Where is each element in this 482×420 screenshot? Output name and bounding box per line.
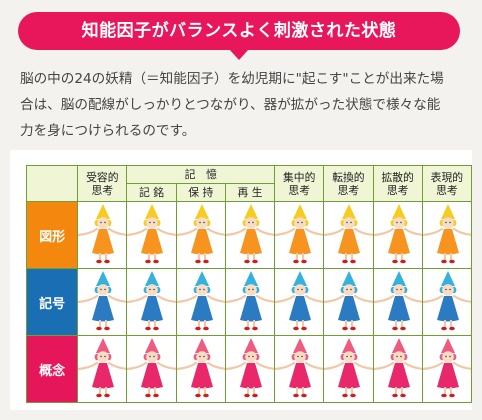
fairy-cell	[77, 268, 128, 336]
column-header-group: 記 憶	[126, 165, 276, 184]
fairy-figure	[324, 271, 373, 331]
fairy-figure	[127, 338, 176, 398]
row-header: 図形	[25, 201, 79, 269]
table-corner	[25, 165, 79, 202]
fairy-cell	[224, 201, 276, 269]
fairy-cell	[77, 201, 128, 269]
fairy-cell	[126, 268, 177, 336]
fairy-figure	[423, 271, 471, 331]
fairy-figure	[423, 204, 471, 264]
fairy-figure	[374, 204, 422, 264]
fairy-cell	[274, 335, 325, 403]
description-line: 脳の中の24の妖精（＝知能因子）を幼児期に"起こす"ことが出来た場	[20, 71, 444, 87]
fairy-cell	[175, 268, 226, 336]
table-row: 記号	[25, 268, 473, 336]
fairy-figure	[226, 338, 274, 398]
table-row: 概念	[25, 335, 473, 403]
title-banner: 知能因子がバランスよく刺激された状態	[18, 12, 460, 60]
column-header: 受容的 思考	[77, 165, 128, 202]
row-header: 概念	[25, 335, 79, 403]
column-header: 表現的 思考	[421, 165, 473, 202]
fairy-table-panel: 受容的 思考記 憶集中的 思考 転換的 思考 拡散的 思考 表現的 思考 記 銘保 持再 生 図…	[10, 150, 473, 410]
fairy-cell	[421, 335, 473, 403]
fairy-figure	[127, 204, 176, 264]
fairy-figure	[177, 204, 225, 264]
column-subheader: 保 持	[175, 183, 226, 202]
column-subheader: 記 銘	[126, 183, 177, 202]
column-header: 拡散的 思考	[372, 165, 423, 202]
fairy-figure	[374, 271, 422, 331]
fairy-figure	[324, 204, 373, 264]
fairy-cell	[274, 201, 325, 269]
description-line: 力を身につけられるのです。	[20, 123, 196, 139]
fairy-cell	[126, 201, 177, 269]
column-header: 集中的 思考	[274, 165, 325, 202]
fairy-figure	[78, 271, 126, 331]
fairy-figure	[324, 338, 373, 398]
fairy-cell	[126, 335, 177, 403]
row-header: 記号	[25, 268, 79, 336]
fairy-figure	[177, 271, 225, 331]
intelligence-factor-table: 受容的 思考記 憶集中的 思考 転換的 思考 拡散的 思考 表現的 思考 記 銘保 持再 生 図…	[25, 165, 473, 403]
banner-pointer	[229, 49, 249, 60]
fairy-cell	[224, 335, 276, 403]
fairy-cell	[323, 335, 374, 403]
fairy-cell	[274, 268, 325, 336]
fairy-cell	[323, 268, 374, 336]
fairy-cell	[372, 335, 423, 403]
fairy-cell	[175, 335, 226, 403]
fairy-cell	[372, 268, 423, 336]
fairy-figure	[226, 271, 274, 331]
fairy-cell	[323, 201, 374, 269]
fairy-figure	[226, 204, 274, 264]
fairy-figure	[423, 338, 471, 398]
fairy-cell	[224, 268, 276, 336]
fairy-figure	[275, 338, 323, 398]
table-row: 図形	[25, 201, 473, 269]
banner-title: 知能因子がバランスよく刺激された状態	[81, 21, 397, 41]
fairy-figure	[78, 338, 126, 398]
fairy-figure	[177, 338, 225, 398]
description: 脳の中の24の妖精（＝知能因子）を幼児期に"起こす"ことが出来た場 合は、脳の配…	[20, 66, 468, 144]
fairy-figure	[127, 271, 176, 331]
fairy-figure	[374, 338, 422, 398]
fairy-figure	[275, 271, 323, 331]
fairy-cell	[421, 268, 473, 336]
column-subheader: 再 生	[224, 183, 276, 202]
fairy-figure	[78, 204, 126, 264]
fairy-cell	[175, 201, 226, 269]
fairy-cell	[421, 201, 473, 269]
fairy-figure	[275, 204, 323, 264]
description-line: 合は、脳の配線がしっかりとつながり、器が拡がった状態で様々な能	[20, 97, 441, 113]
fairy-cell	[372, 201, 423, 269]
column-header: 転換的 思考	[323, 165, 374, 202]
fairy-cell	[77, 335, 128, 403]
